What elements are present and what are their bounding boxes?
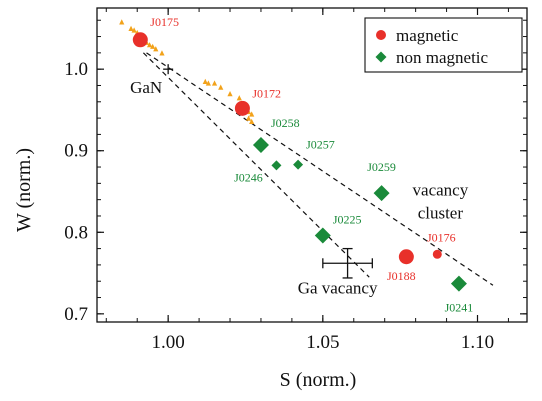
x-tick-label: 1.00 [152, 332, 185, 353]
triangle-point [249, 118, 255, 124]
magnetic-point [432, 249, 442, 259]
annotations: vacancy cluster [413, 181, 469, 223]
magnetic-point [234, 100, 250, 116]
point-label: J0246 [234, 170, 263, 184]
point-label: J0175 [150, 15, 179, 29]
x-tick-label: 1.05 [306, 332, 339, 353]
triangle-point [236, 95, 242, 101]
triangle-point [150, 43, 156, 49]
triangle-point [146, 42, 153, 48]
axis-ticks: 1.00 1.05 1.10 0.7 0.8 0.9 1.0 [64, 8, 527, 353]
point-label: J0258 [271, 116, 300, 130]
plot-border [96, 7, 528, 323]
legend-label: non magnetic [396, 48, 489, 67]
point-label: J0241 [445, 301, 474, 315]
trend-line [142, 52, 370, 278]
y-tick-label: 0.8 [64, 222, 88, 243]
reference-label: Ga vacancy [298, 278, 378, 297]
magnetic-point [132, 32, 148, 48]
point-label: J0176 [427, 230, 456, 244]
legend-marker-diamond [375, 51, 387, 63]
triangle-point [218, 84, 224, 90]
triangle-point [159, 50, 165, 56]
triangle-point [211, 80, 218, 86]
y-tick-label: 1.0 [64, 59, 88, 80]
legend-box [364, 17, 523, 73]
point-label: J0259 [367, 160, 396, 174]
axis-titles: S (norm.) W (norm.) [13, 148, 356, 391]
triangle-point [153, 46, 159, 52]
reference-points: GaN Ga vacancy [130, 64, 378, 297]
plot-area [96, 7, 528, 323]
triangle-point [119, 19, 125, 25]
point-label: J0172 [252, 86, 281, 100]
y-axis-label: W (norm.) [13, 148, 35, 232]
legend: magnetic non magnetic [364, 17, 523, 73]
non-magnetic-point [271, 160, 282, 171]
triangle-point [202, 78, 208, 85]
legend-label: magnetic [396, 26, 459, 45]
triangle-point [249, 111, 255, 117]
annotation-text: cluster [418, 203, 464, 222]
non-magnetic-point [314, 227, 331, 244]
point-label: J0257 [306, 138, 335, 152]
x-axis-label: S (norm.) [280, 369, 357, 391]
magnetic-point [398, 249, 414, 265]
y-tick-label: 0.9 [64, 141, 88, 162]
point-labels: J0175 J0172 J0188 J0176 J0258 J0246 J0257 J0259… [150, 15, 473, 315]
sample-points [132, 32, 467, 292]
triangle-point [131, 27, 137, 33]
trend-line [146, 52, 494, 286]
y-tick-label: 0.7 [64, 304, 88, 325]
reference-label: GaN [130, 78, 162, 97]
point-label: J0188 [387, 269, 416, 283]
triangle-point [227, 91, 233, 97]
annotation-text: vacancy [413, 181, 469, 200]
non-magnetic-point [252, 137, 269, 154]
non-magnetic-point [373, 185, 390, 202]
legend-marker-circle [376, 30, 386, 40]
point-label: J0225 [333, 213, 362, 227]
non-magnetic-point [293, 159, 304, 170]
triangle-point [128, 25, 134, 31]
non-magnetic-point [450, 275, 467, 292]
triangle-point [245, 115, 252, 121]
triangle-point [205, 80, 211, 86]
trend-lines [142, 52, 494, 286]
x-tick-label: 1.10 [461, 332, 494, 353]
